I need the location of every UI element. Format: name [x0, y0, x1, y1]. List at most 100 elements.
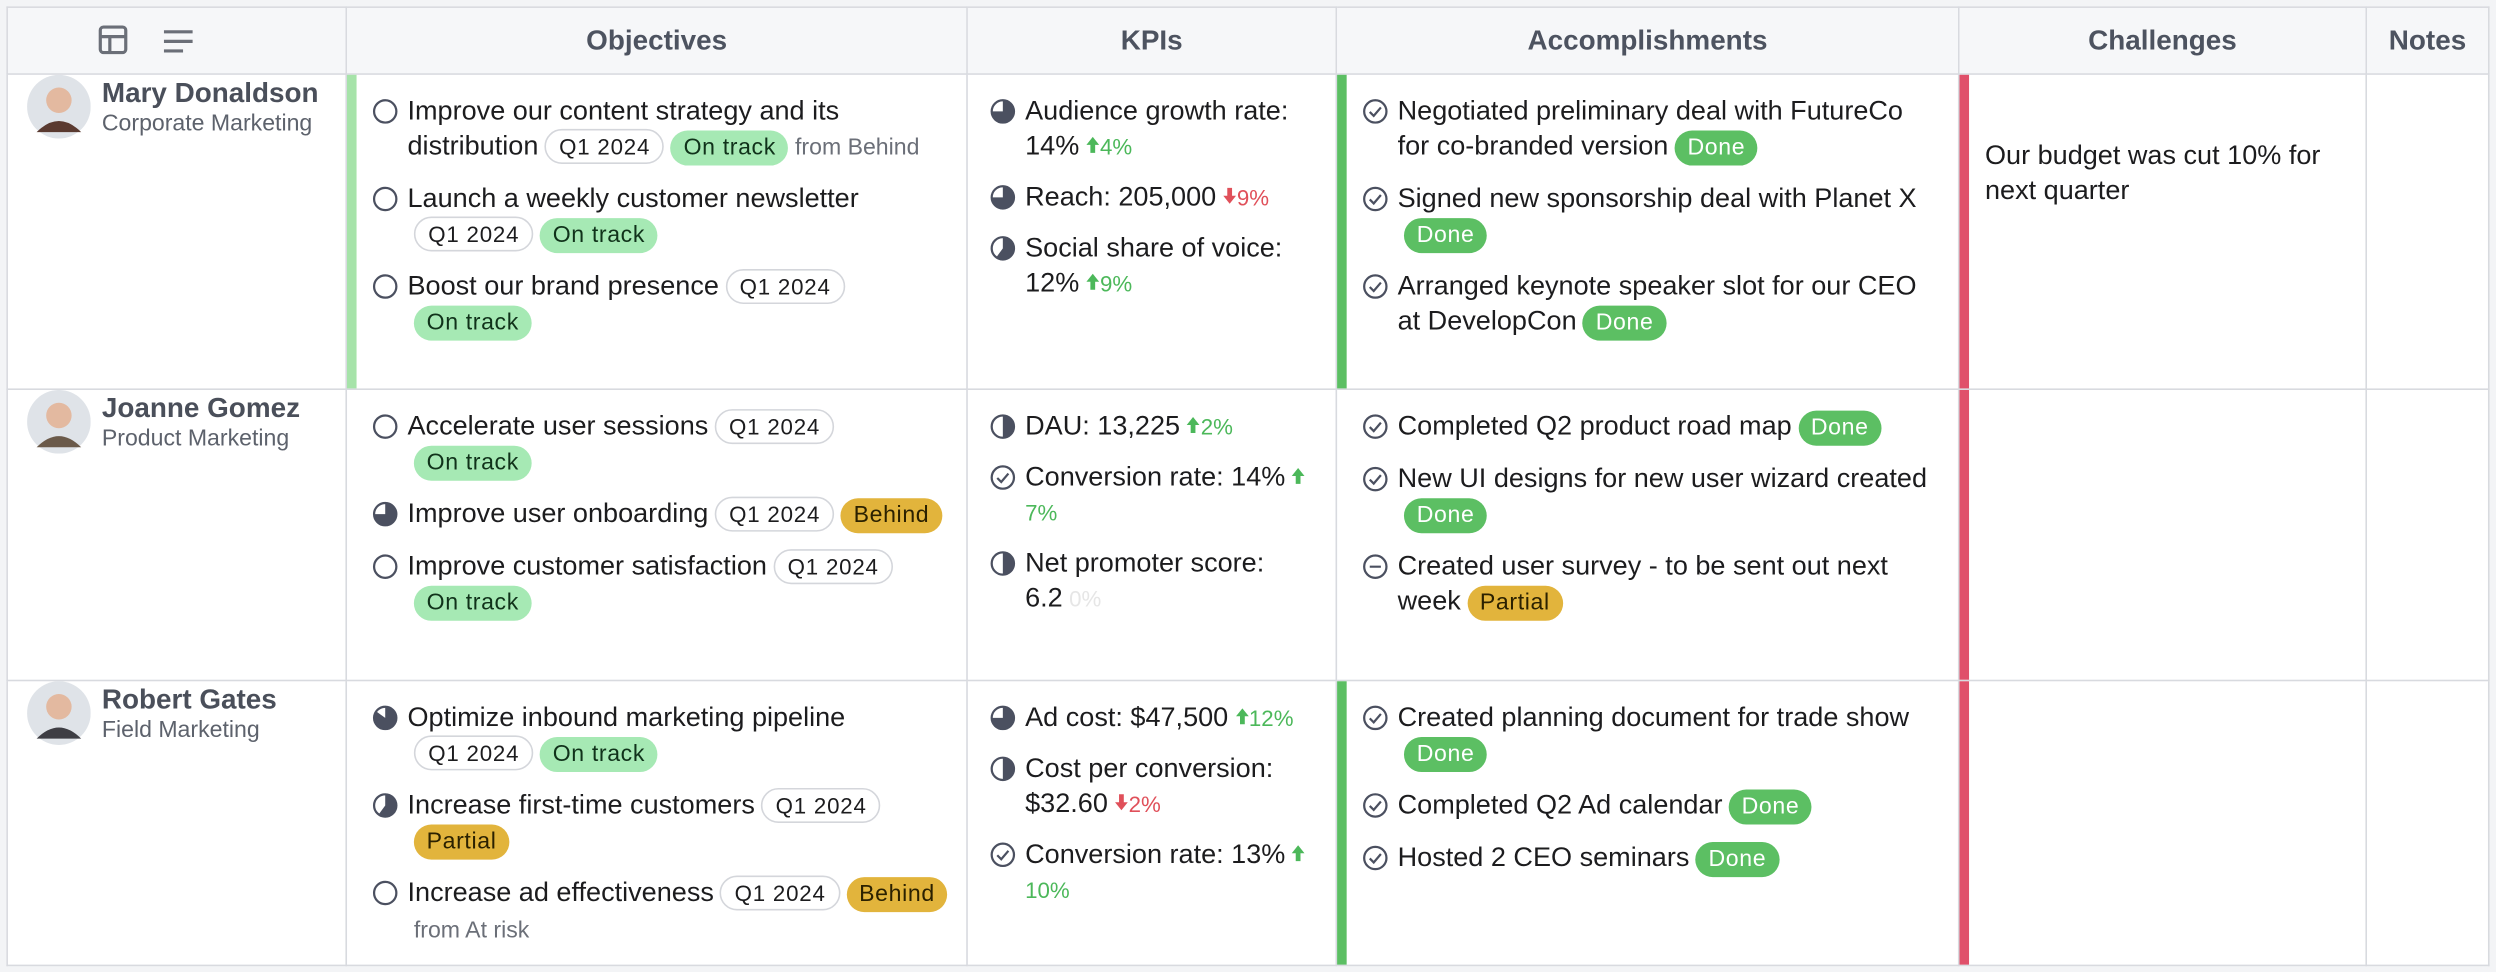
arrow	[1086, 136, 1100, 153]
person-name: Mary Donaldson	[101, 75, 319, 108]
icon-check	[1368, 853, 1382, 865]
objective-text: Launch a weekly customer newsletter	[407, 183, 859, 214]
objective-text: Improve user onboarding	[407, 498, 709, 529]
accomplishments-cell: Created planning document for trade show…	[1335, 679, 1960, 967]
column-header: Objectives	[345, 6, 968, 75]
kpis: Audience growth rate: 14% 4% Reach: 205,00…	[968, 75, 1336, 301]
objective-text: Improve our content strategy and its dis…	[407, 95, 840, 161]
row-accent	[1337, 74, 1347, 389]
row-accent	[347, 74, 357, 389]
objectives-cell: Optimize inbound marketing pipelineQ1 20…	[345, 679, 968, 967]
kpi-text: DAU: 13,225	[1025, 410, 1181, 441]
accomplishments: Negotiated preliminary deal with FutureC…	[1337, 75, 1958, 341]
icon-ring	[372, 414, 398, 439]
change-value: 10%	[1025, 877, 1070, 903]
icon-check	[1368, 713, 1382, 725]
status-icon	[372, 99, 398, 124]
person-cell: Robert Gates Field Marketing	[6, 679, 348, 967]
accomplishment-text: Negotiated preliminary deal with FutureC…	[1397, 95, 1903, 161]
avatar-head	[46, 694, 72, 720]
kpi-text: Cost per conversion: $32.60	[1025, 752, 1274, 819]
status-icon	[990, 414, 1016, 439]
icon-check	[1368, 421, 1382, 433]
accomplishment-text: Completed Q2 Ad calendar	[1397, 789, 1723, 820]
person: Joanne Gomez Product Marketing	[8, 389, 345, 454]
avatar	[27, 681, 91, 745]
person: Mary Donaldson Corporate Marketing	[8, 74, 345, 139]
icon-ring	[372, 554, 398, 579]
kpi-text: Conversion rate: 14%	[1025, 461, 1286, 492]
accomplishment-text: Signed new sponsorship deal with Planet …	[1397, 183, 1917, 214]
trend-arrow	[1115, 794, 1128, 811]
change-value: 9%	[1099, 270, 1133, 297]
objective-text: Boost our brand presence	[407, 270, 719, 301]
icon-ring	[990, 842, 1016, 868]
status-icon	[1363, 274, 1388, 299]
column-header: Accomplishments	[1335, 6, 1960, 75]
arrow	[1292, 467, 1306, 484]
status-badge: Done	[1674, 130, 1758, 166]
person-text: Robert Gates Field Marketing	[102, 682, 277, 744]
avatar-body	[36, 727, 82, 739]
objectives-cell: Improve our content strategy and its dis…	[345, 73, 968, 390]
icon-pie	[991, 186, 1014, 209]
icon-check	[1368, 281, 1382, 293]
kpi-text: Audience growth rate: 14%	[1025, 95, 1289, 161]
icon-pie	[374, 706, 397, 730]
objective: Increase ad effectiveness Q1 2024 Behind fr…	[372, 875, 950, 948]
icon-pie	[378, 794, 397, 817]
kpis-cell: DAU: 13,225 2% Conversion rate: 14% 7% Net p…	[966, 388, 1338, 682]
icon-ring	[1363, 554, 1388, 579]
status-badge: Partial	[413, 824, 510, 860]
column-header: Notes	[2365, 6, 2490, 75]
objective-text: Improve customer satisfaction	[407, 550, 767, 582]
kpi: Audience growth rate: 14% 4%	[990, 94, 1320, 164]
status-icon	[372, 793, 398, 818]
kpi-text: Reach: 205,000	[1025, 181, 1217, 212]
icon-pie	[991, 100, 1014, 123]
row-accent	[1337, 681, 1347, 965]
toolbar-icons[interactable]	[97, 21, 256, 59]
status-icon	[1363, 845, 1388, 871]
objectives: Improve our content strategy and its dis…	[347, 75, 966, 341]
status-badge: Behind	[840, 498, 943, 534]
icon-check	[1368, 106, 1382, 118]
trend-arrow	[1187, 417, 1200, 433]
avatar-body	[36, 436, 82, 448]
kpi-text: Social share of voice: 12%	[1025, 232, 1283, 298]
objectives-cell: Accelerate user sessions Q1 2024On track I…	[345, 388, 968, 682]
trend-arrow	[1223, 187, 1237, 204]
icon-ring	[1363, 793, 1388, 818]
column-header: Challenges	[1957, 6, 2368, 75]
kpi-change: 9%	[1086, 270, 1133, 297]
arrow	[1115, 794, 1128, 811]
accomplishment: Arranged keynote speaker slot for our CE…	[1363, 269, 1942, 341]
icon-ring	[372, 274, 398, 299]
kpi-change: 2%	[1186, 414, 1233, 439]
arrow	[1086, 273, 1100, 290]
status-icon	[990, 842, 1016, 868]
icon-ring	[1363, 845, 1388, 871]
icon-pie	[996, 237, 1014, 260]
person-name: Joanne Gomez	[101, 390, 301, 423]
challenges-cell	[1957, 388, 2368, 682]
kpi: Ad cost: $47,500 12%	[990, 700, 1320, 735]
objective-text: Accelerate user sessions	[407, 410, 709, 441]
avatar	[27, 389, 91, 454]
status-icon	[990, 465, 1016, 490]
status-icon	[1363, 793, 1388, 818]
person-cell: Mary Donaldson Corporate Marketing	[6, 73, 348, 390]
icon-pie	[1002, 415, 1014, 438]
icon-ring	[372, 186, 398, 212]
kpi-change: 12%	[1235, 705, 1294, 731]
period-tag: Q1 2024	[720, 875, 840, 911]
kpi: Conversion rate: 13% 10%	[990, 837, 1320, 907]
change-value: 0%	[1069, 585, 1102, 612]
icon-pie	[1002, 552, 1014, 575]
status-icon	[372, 186, 398, 212]
kpi-change: 7%	[1025, 465, 1306, 525]
status-badge: Done	[1403, 218, 1488, 254]
person-row: Joanne Gomez Product Marketing Accelerate …	[6, 388, 2490, 682]
avatar-body	[36, 120, 82, 133]
